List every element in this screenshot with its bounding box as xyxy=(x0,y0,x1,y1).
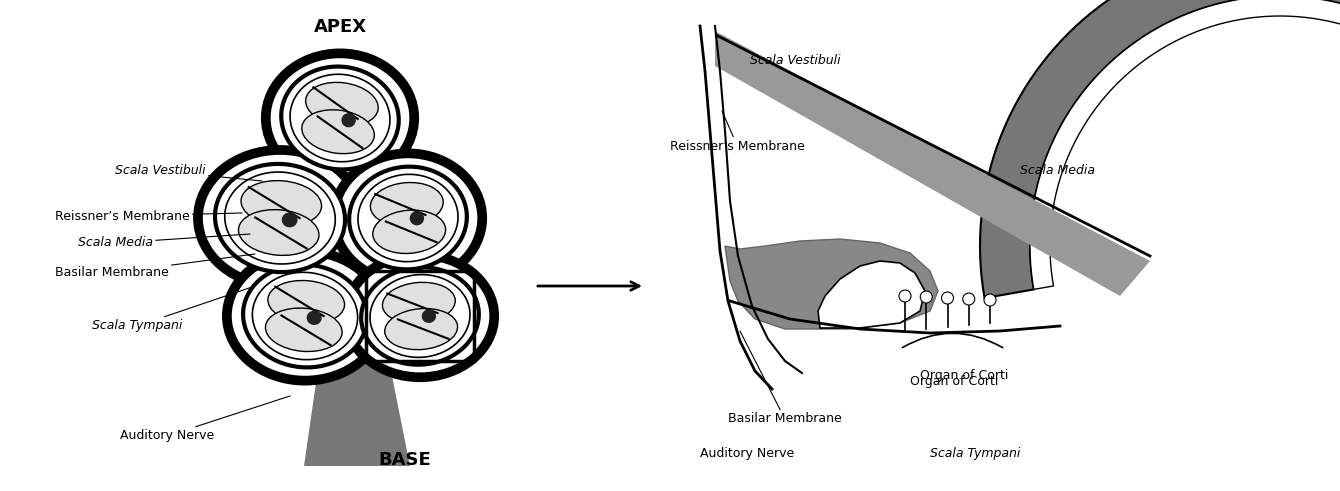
Ellipse shape xyxy=(241,181,322,226)
Text: Reissner’s Membrane: Reissner’s Membrane xyxy=(670,111,805,153)
Ellipse shape xyxy=(289,74,390,162)
Text: Basilar Membrane: Basilar Membrane xyxy=(55,254,255,279)
Text: Basilar Membrane: Basilar Membrane xyxy=(728,331,842,426)
Ellipse shape xyxy=(370,183,444,226)
Ellipse shape xyxy=(350,166,466,270)
Text: Scala Vestibuli: Scala Vestibuli xyxy=(115,164,263,181)
Circle shape xyxy=(984,294,996,306)
Bar xyxy=(366,272,474,361)
Ellipse shape xyxy=(306,82,378,126)
Circle shape xyxy=(962,293,974,305)
Ellipse shape xyxy=(302,110,374,154)
Ellipse shape xyxy=(214,164,344,272)
Text: Auditory Nerve: Auditory Nerve xyxy=(699,446,795,460)
Ellipse shape xyxy=(385,308,457,350)
Polygon shape xyxy=(304,341,410,466)
Circle shape xyxy=(899,290,911,302)
Circle shape xyxy=(921,291,933,303)
Text: Scala Tympani: Scala Tympani xyxy=(930,446,1020,460)
Text: Scala Media: Scala Media xyxy=(78,234,251,249)
Polygon shape xyxy=(980,0,1340,298)
Ellipse shape xyxy=(307,311,322,324)
Ellipse shape xyxy=(268,280,344,324)
Ellipse shape xyxy=(410,212,423,225)
Text: Organ of Corti: Organ of Corti xyxy=(921,370,1009,382)
Text: BASE: BASE xyxy=(379,451,431,469)
Ellipse shape xyxy=(281,67,399,169)
Text: Scala Vestibuli: Scala Vestibuli xyxy=(750,55,840,67)
Text: APEX: APEX xyxy=(314,18,367,36)
Ellipse shape xyxy=(239,210,319,255)
Ellipse shape xyxy=(362,267,478,365)
Ellipse shape xyxy=(243,265,367,367)
Polygon shape xyxy=(716,31,1150,296)
Polygon shape xyxy=(725,239,938,329)
Ellipse shape xyxy=(334,153,482,283)
Text: Reissner’s Membrane: Reissner’s Membrane xyxy=(55,210,243,222)
Ellipse shape xyxy=(373,210,446,253)
Polygon shape xyxy=(817,261,925,328)
Text: Scala Tympani: Scala Tympani xyxy=(92,286,255,332)
Ellipse shape xyxy=(265,54,414,183)
Ellipse shape xyxy=(252,273,358,360)
Ellipse shape xyxy=(422,310,436,322)
Polygon shape xyxy=(1030,0,1340,289)
Ellipse shape xyxy=(283,213,296,227)
Ellipse shape xyxy=(382,282,456,324)
Ellipse shape xyxy=(342,114,355,127)
Ellipse shape xyxy=(198,150,362,286)
Ellipse shape xyxy=(358,174,458,262)
Ellipse shape xyxy=(370,274,470,357)
Text: Scala Media: Scala Media xyxy=(1020,164,1095,178)
Text: Auditory Nerve: Auditory Nerve xyxy=(121,396,289,442)
Circle shape xyxy=(942,292,954,304)
Polygon shape xyxy=(287,306,322,356)
Ellipse shape xyxy=(225,172,335,264)
Polygon shape xyxy=(390,306,425,351)
Ellipse shape xyxy=(226,251,383,381)
Text: Organ of Corti: Organ of Corti xyxy=(910,375,998,387)
Ellipse shape xyxy=(346,255,494,377)
Ellipse shape xyxy=(265,308,342,352)
